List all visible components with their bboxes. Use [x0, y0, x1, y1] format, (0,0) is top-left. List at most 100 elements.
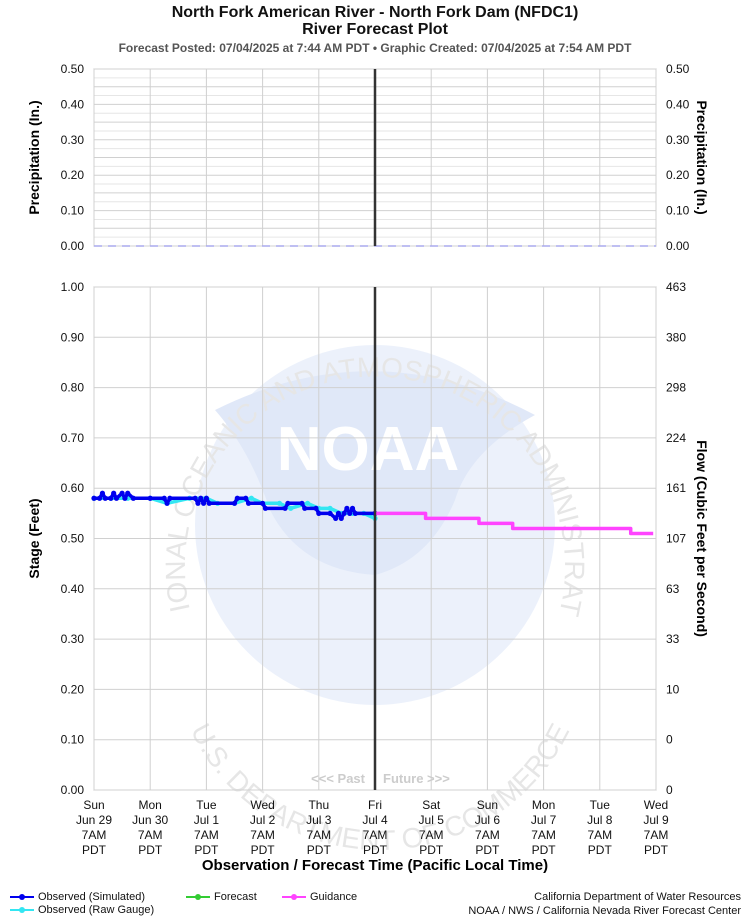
- credit-line-1: California Department of Water Resources: [534, 891, 741, 903]
- stage-ytick-left: 0.80: [61, 381, 85, 395]
- precip-ylabel-right: Precipitation (In.): [694, 100, 710, 214]
- observed-simulated-point: [234, 495, 240, 501]
- x-tick-label: Wed: [250, 798, 274, 812]
- x-tick-label: PDT: [82, 843, 107, 857]
- guidance-line: [375, 511, 654, 536]
- x-tick-label: PDT: [419, 843, 444, 857]
- stage-ytick-left: 0.50: [61, 532, 85, 546]
- flow-ytick-right: 63: [666, 582, 680, 596]
- stage-flow-panel: 1.00 0.90 0.80 0.70 0.60 0.50 0.40 0.30 0.20 0.10…: [26, 280, 710, 874]
- stage-ytick-left: 0.20: [61, 682, 85, 696]
- precip-ylabel-left: Precipitation (In.): [26, 100, 42, 214]
- flow-ytick-right: 224: [666, 431, 686, 445]
- observed-simulated-point: [161, 495, 167, 501]
- observed-simulated-point: [130, 495, 136, 501]
- credit-line-2: NOAA / NWS / California Nevada River For…: [468, 905, 741, 917]
- observed-simulated-point: [113, 495, 120, 501]
- x-tick-label: Mon: [139, 798, 162, 812]
- legend-label: Observed (Raw Gauge): [38, 904, 155, 916]
- stage-ytick-left: 0.10: [61, 733, 85, 747]
- future-label: Future >>>: [383, 771, 450, 786]
- flow-ytick-right: 33: [666, 632, 680, 646]
- observed-simulated-point: [316, 510, 322, 516]
- observed-simulated-point: [231, 500, 238, 506]
- x-tick-label: Jul 6: [475, 813, 501, 827]
- x-tick-label: Jul 3: [306, 813, 332, 827]
- x-tick-label: Mon: [532, 798, 555, 812]
- precip-ytick-left: 0.10: [61, 204, 85, 218]
- observed-simulated-point: [285, 500, 291, 506]
- flow-ytick-right: 463: [666, 280, 686, 294]
- flow-ylabel-right: Flow (Cubic Feet per Second): [694, 440, 710, 637]
- observed-simulated-point: [349, 505, 356, 511]
- x-tick-label: Tue: [590, 798, 611, 812]
- x-tick-label: 7AM: [250, 828, 275, 842]
- observed-simulated-point: [344, 505, 350, 511]
- x-tick-label: 7AM: [475, 828, 500, 842]
- posted-line: Forecast Posted: 07/04/2025 at 7:44 AM P…: [118, 41, 632, 55]
- legend-swatch: [10, 905, 34, 915]
- legend-swatch: [282, 892, 306, 902]
- x-tick-label: Sun: [83, 798, 104, 812]
- observed-simulated-point: [99, 490, 106, 496]
- observed-simulated-point: [347, 510, 353, 516]
- legend-swatch: [186, 892, 210, 902]
- past-label: <<< Past: [311, 771, 366, 786]
- x-tick-label: 7AM: [82, 828, 107, 842]
- observed-simulated-point: [333, 515, 339, 521]
- observed-simulated-point: [341, 510, 347, 516]
- observed-simulated-point: [97, 495, 103, 501]
- x-tick-label: Jul 1: [194, 813, 220, 827]
- chart-subtitle: River Forecast Plot: [302, 21, 448, 38]
- legend-label: Guidance: [310, 891, 358, 903]
- observed-simulated-point: [352, 510, 358, 516]
- observed-raw-gauge-point: [276, 500, 283, 506]
- x-tick-label: PDT: [363, 843, 388, 857]
- precip-ytick-right: 0.30: [666, 133, 690, 147]
- x-tick-label: 7AM: [363, 828, 388, 842]
- watermark-center-text: NOAA: [277, 415, 460, 484]
- x-tick-label: Jul 8: [587, 813, 613, 827]
- observed-simulated-point: [125, 490, 131, 496]
- observed-simulated-point: [338, 515, 344, 521]
- precip-ytick-left: 0.50: [61, 62, 85, 76]
- observed-simulated-point: [206, 500, 212, 506]
- x-tick-label: Tue: [196, 798, 217, 812]
- stage-ytick-left: 1.00: [61, 280, 85, 294]
- x-tick-label: Jul 4: [362, 813, 388, 827]
- flow-ytick-right: 298: [666, 381, 686, 395]
- observed-simulated-point: [260, 500, 266, 506]
- observed-simulated-point: [313, 505, 319, 511]
- x-tick-label: 7AM: [419, 828, 444, 842]
- observed-simulated-point: [262, 505, 269, 511]
- x-tick-label: PDT: [194, 843, 219, 857]
- legend-label: Forecast: [214, 891, 257, 903]
- precip-ytick-left: 0.20: [61, 168, 85, 182]
- precip-ytick-right: 0.10: [666, 204, 690, 218]
- observed-simulated-point: [91, 495, 97, 501]
- observed-simulated-point: [198, 495, 204, 501]
- observed-simulated-point: [164, 500, 170, 506]
- x-tick-label: Wed: [644, 798, 668, 812]
- precipitation-panel: 0.50 0.50 0.40 0.40 0.30 0.30 0.20 0.20 0.10 0.10…: [26, 62, 710, 253]
- observed-simulated-point: [195, 500, 201, 506]
- x-tick-label: PDT: [251, 843, 276, 857]
- x-axis-label: Observation / Forecast Time (Pacific Loc…: [202, 857, 548, 874]
- legend-item: Guidance: [282, 891, 357, 903]
- observed-simulated-point: [108, 495, 114, 501]
- observed-simulated-point: [245, 500, 252, 506]
- x-tick-label: Jun 29: [76, 813, 112, 827]
- x-tick-label: 7AM: [531, 828, 556, 842]
- observed-simulated-point: [327, 510, 333, 516]
- precip-ytick-right: 0.00: [666, 239, 690, 253]
- observed-simulated-point: [147, 495, 153, 501]
- stage-ytick-left: 0.30: [61, 632, 85, 646]
- observed-simulated-point: [102, 495, 108, 501]
- x-tick-label: Jul 7: [531, 813, 557, 827]
- observed-simulated-point: [122, 495, 128, 501]
- observed-simulated-point: [299, 500, 305, 506]
- precip-ytick-right: 0.20: [666, 168, 690, 182]
- flow-ytick-right: 0: [666, 733, 673, 747]
- stage-ylabel-left: Stage (Feet): [26, 498, 42, 578]
- chart-title: North Fork American River - North Fork D…: [171, 4, 579, 21]
